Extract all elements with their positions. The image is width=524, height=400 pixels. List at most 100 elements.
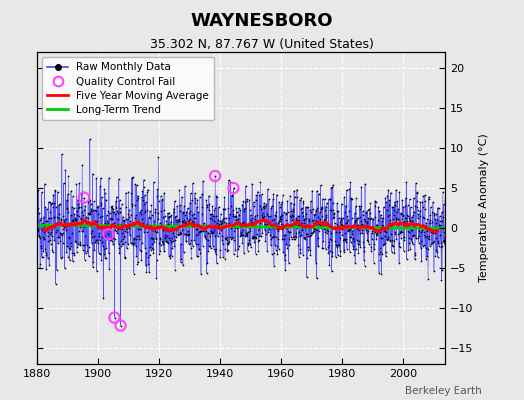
Point	[370, 246, 379, 252]
Point	[378, 225, 387, 231]
Point	[69, 205, 78, 211]
Point	[395, 243, 403, 250]
Y-axis label: Temperature Anomaly (°C): Temperature Anomaly (°C)	[479, 134, 489, 282]
Point	[340, 246, 348, 253]
Point	[266, 220, 274, 227]
Point	[422, 222, 430, 229]
Point	[232, 213, 240, 219]
Point	[372, 228, 380, 235]
Point	[337, 200, 346, 207]
Point	[196, 228, 204, 234]
Point	[341, 209, 350, 215]
Point	[200, 224, 208, 230]
Point	[98, 212, 106, 219]
Point	[242, 230, 250, 236]
Point	[439, 238, 447, 244]
Point	[231, 247, 239, 254]
Point	[90, 198, 98, 204]
Point	[234, 220, 242, 226]
Point	[111, 236, 119, 242]
Point	[375, 251, 383, 257]
Point	[391, 215, 400, 222]
Point	[36, 265, 44, 271]
Point	[134, 225, 142, 232]
Point	[337, 222, 346, 228]
Point	[92, 208, 101, 215]
Point	[114, 226, 122, 232]
Point	[247, 221, 256, 227]
Point	[69, 258, 77, 265]
Point	[124, 216, 132, 222]
Point	[294, 228, 303, 235]
Point	[312, 218, 320, 224]
Point	[236, 233, 245, 239]
Point	[375, 270, 383, 276]
Point	[35, 232, 43, 239]
Point	[221, 246, 230, 252]
Point	[147, 247, 155, 253]
Point	[118, 214, 127, 220]
Point	[368, 215, 377, 222]
Point	[340, 249, 348, 256]
Point	[330, 219, 339, 226]
Point	[346, 239, 355, 245]
Point	[324, 224, 332, 230]
Point	[359, 248, 368, 254]
Point	[364, 240, 373, 247]
Point	[319, 196, 327, 202]
Point	[238, 239, 247, 246]
Point	[113, 230, 122, 236]
Point	[274, 228, 282, 234]
Point	[260, 221, 269, 228]
Point	[183, 205, 192, 211]
Point	[263, 211, 271, 217]
Point	[387, 222, 396, 228]
Point	[113, 207, 121, 214]
Point	[379, 214, 387, 221]
Point	[43, 255, 52, 262]
Point	[209, 229, 217, 235]
Point	[193, 226, 202, 232]
Point	[148, 225, 157, 232]
Point	[307, 232, 315, 238]
Point	[409, 233, 417, 239]
Point	[32, 225, 41, 232]
Point	[138, 215, 146, 222]
Point	[304, 204, 312, 210]
Point	[358, 222, 366, 228]
Point	[212, 246, 221, 252]
Point	[104, 208, 112, 214]
Point	[137, 248, 145, 254]
Point	[270, 242, 279, 248]
Point	[416, 199, 424, 206]
Point	[318, 203, 326, 210]
Point	[55, 234, 63, 240]
Point	[415, 228, 423, 234]
Point	[312, 275, 321, 282]
Point	[152, 229, 160, 236]
Point	[299, 252, 307, 258]
Point	[255, 224, 263, 231]
Point	[161, 238, 170, 245]
Point	[389, 207, 398, 214]
Point	[343, 187, 351, 193]
Point	[287, 199, 295, 206]
Point	[199, 222, 208, 229]
Point	[77, 222, 85, 228]
Point	[292, 215, 300, 221]
Point	[234, 219, 242, 225]
Point	[247, 215, 256, 222]
Point	[202, 197, 211, 203]
Point	[320, 225, 328, 232]
Point	[255, 192, 264, 198]
Point	[62, 248, 71, 255]
Point	[100, 228, 108, 234]
Point	[310, 228, 318, 234]
Point	[92, 174, 101, 181]
Point	[48, 226, 57, 233]
Point	[190, 219, 198, 226]
Point	[403, 218, 411, 224]
Point	[166, 252, 174, 258]
Point	[155, 240, 163, 246]
Point	[427, 229, 435, 235]
